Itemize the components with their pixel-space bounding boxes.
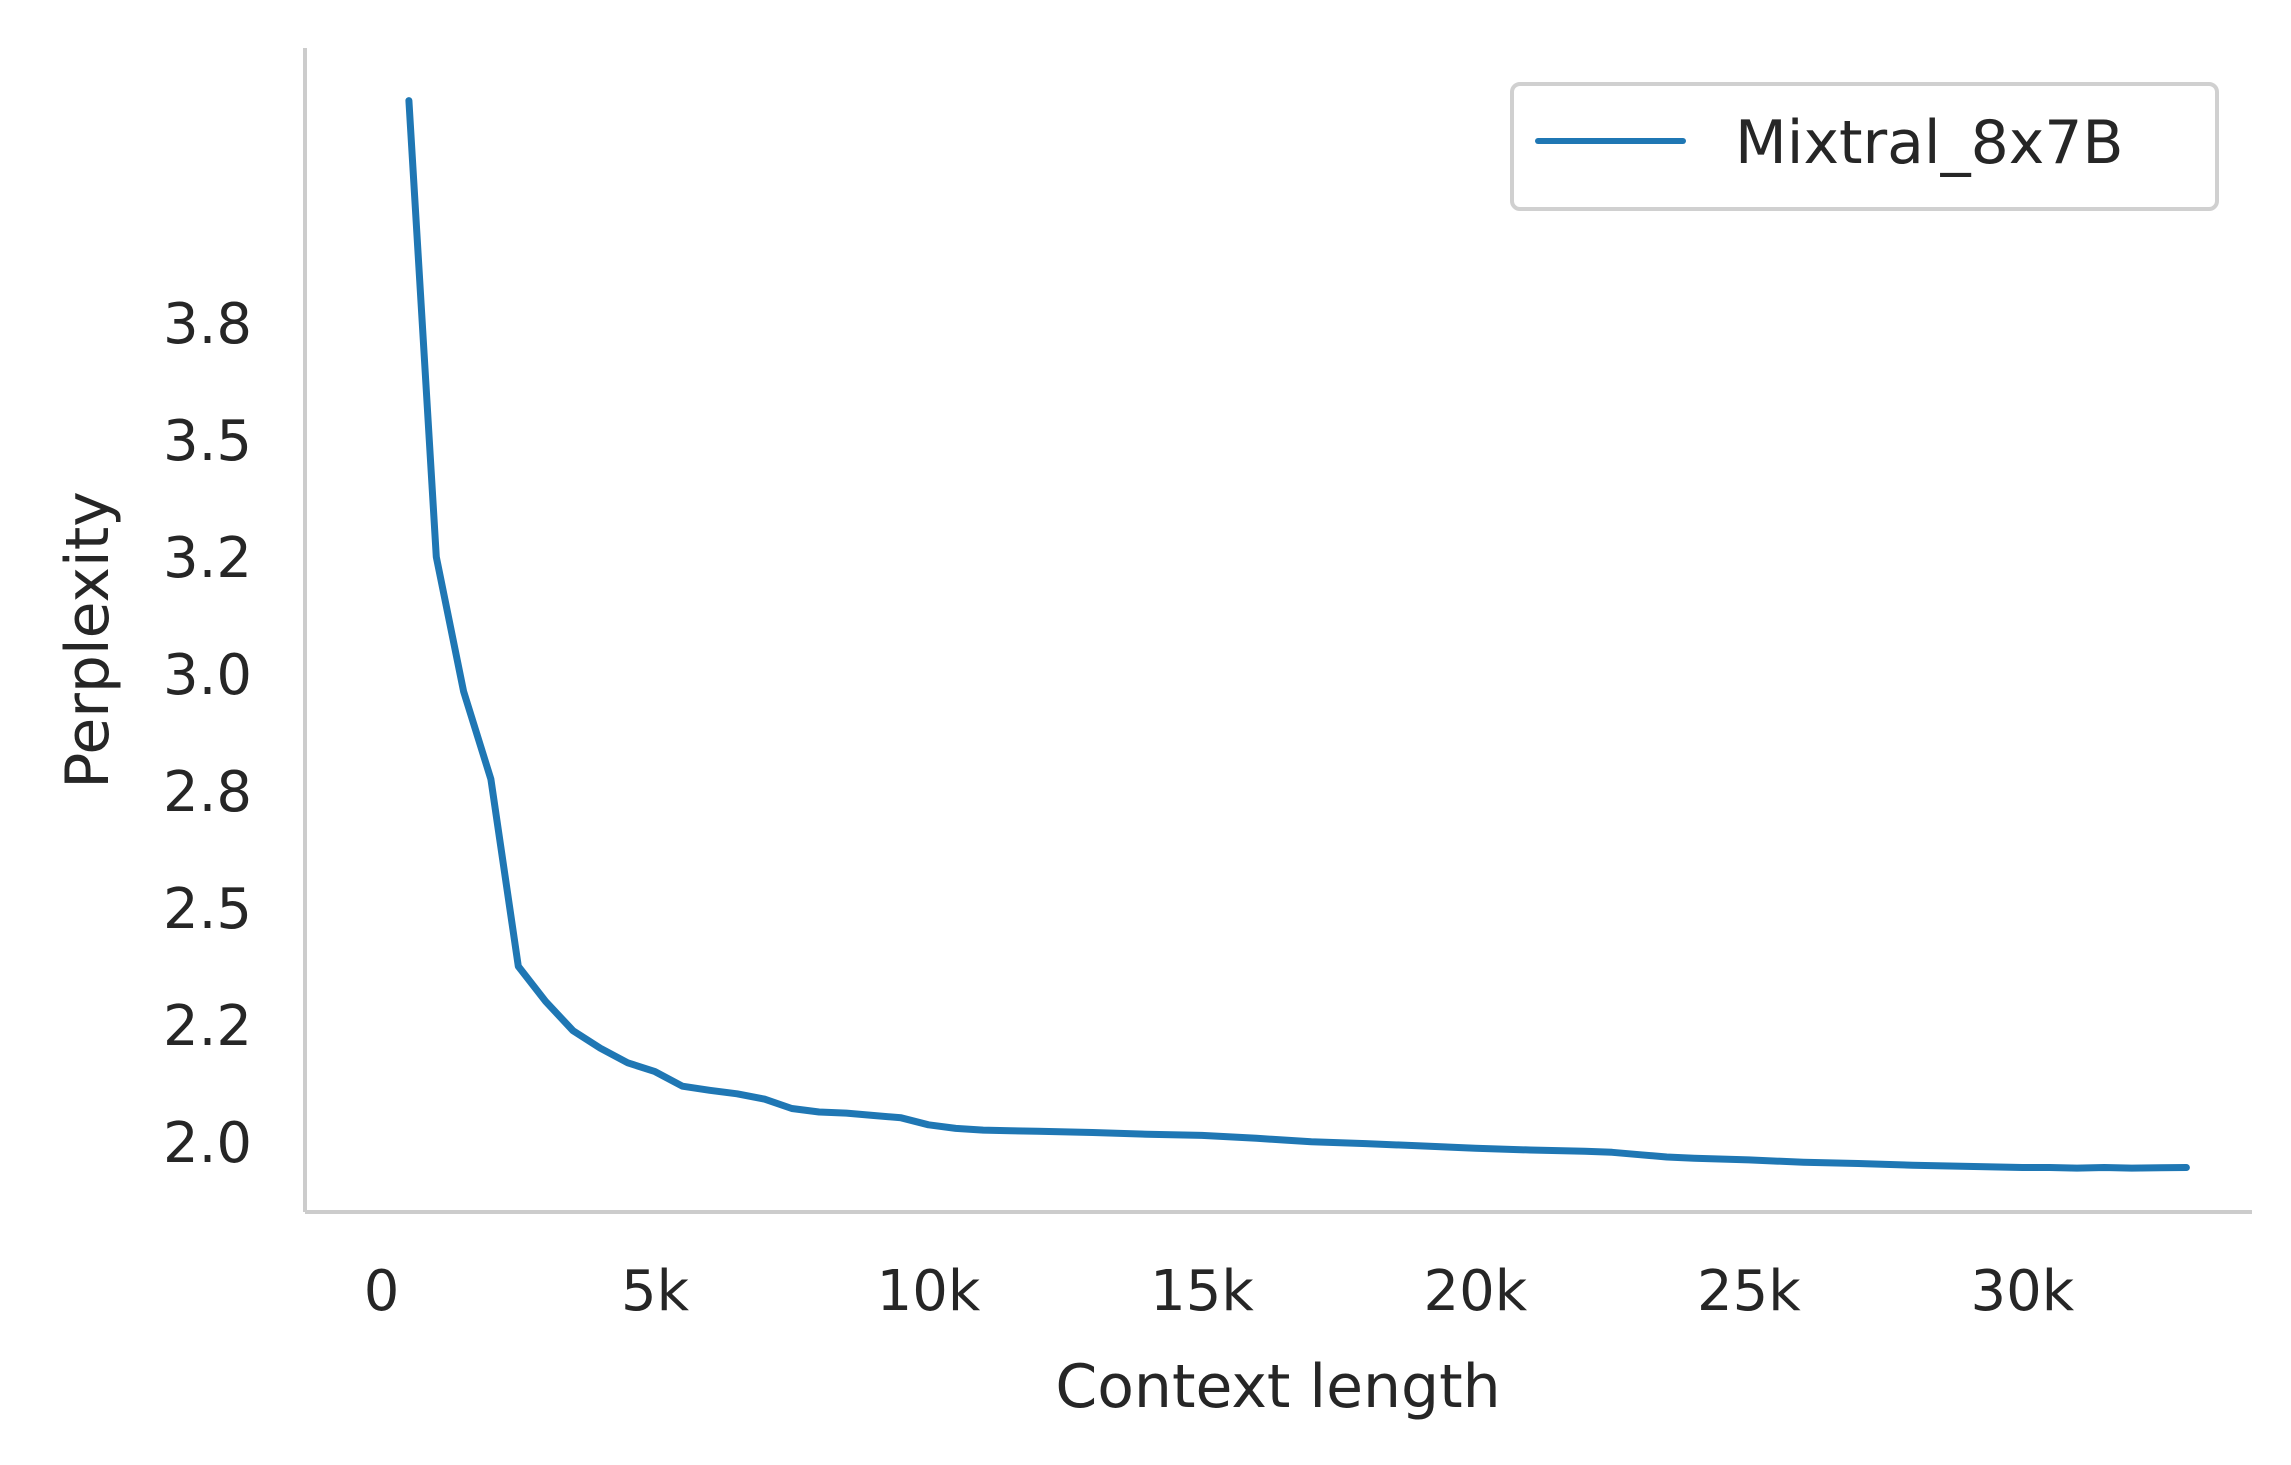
y-tick-labels: 2.0 2.2 2.5 2.8 3.0 3.2 3.5 3.8: [163, 292, 252, 1176]
x-tick-label: 15k: [1150, 1259, 1254, 1324]
x-tick-label: 0: [364, 1259, 400, 1324]
y-tick-label: 2.8: [163, 760, 252, 825]
x-tick-label: 20k: [1424, 1259, 1528, 1324]
legend: Mixtral_8x7B: [1510, 82, 2219, 211]
legend-label-mixtral: Mixtral_8x7B: [1735, 108, 2124, 178]
y-tick-label: 2.2: [163, 994, 252, 1059]
x-axis-label: Context length: [1055, 1352, 1500, 1422]
series-layer: [405, 97, 2190, 1172]
x-tick-label: 30k: [1970, 1259, 2074, 1324]
x-tick-label: 10k: [877, 1259, 981, 1324]
series-line-mixtral_8x7b: [405, 97, 2190, 1172]
y-tick-label: 2.0: [163, 1111, 252, 1176]
y-tick-label: 2.5: [163, 877, 252, 942]
y-tick-label: 3.0: [163, 643, 252, 708]
y-tick-label: 3.2: [163, 526, 252, 591]
y-tick-label: 3.8: [163, 292, 252, 357]
x-tick-labels: 0 5k 10k 15k 20k 25k 30k: [364, 1259, 2075, 1324]
y-tick-label: 3.5: [163, 409, 252, 474]
x-tick-label: 5k: [621, 1259, 690, 1324]
x-tick-label: 25k: [1697, 1259, 1801, 1324]
y-axis-label: Perplexity: [53, 491, 123, 788]
legend-frame: [1510, 82, 2219, 211]
